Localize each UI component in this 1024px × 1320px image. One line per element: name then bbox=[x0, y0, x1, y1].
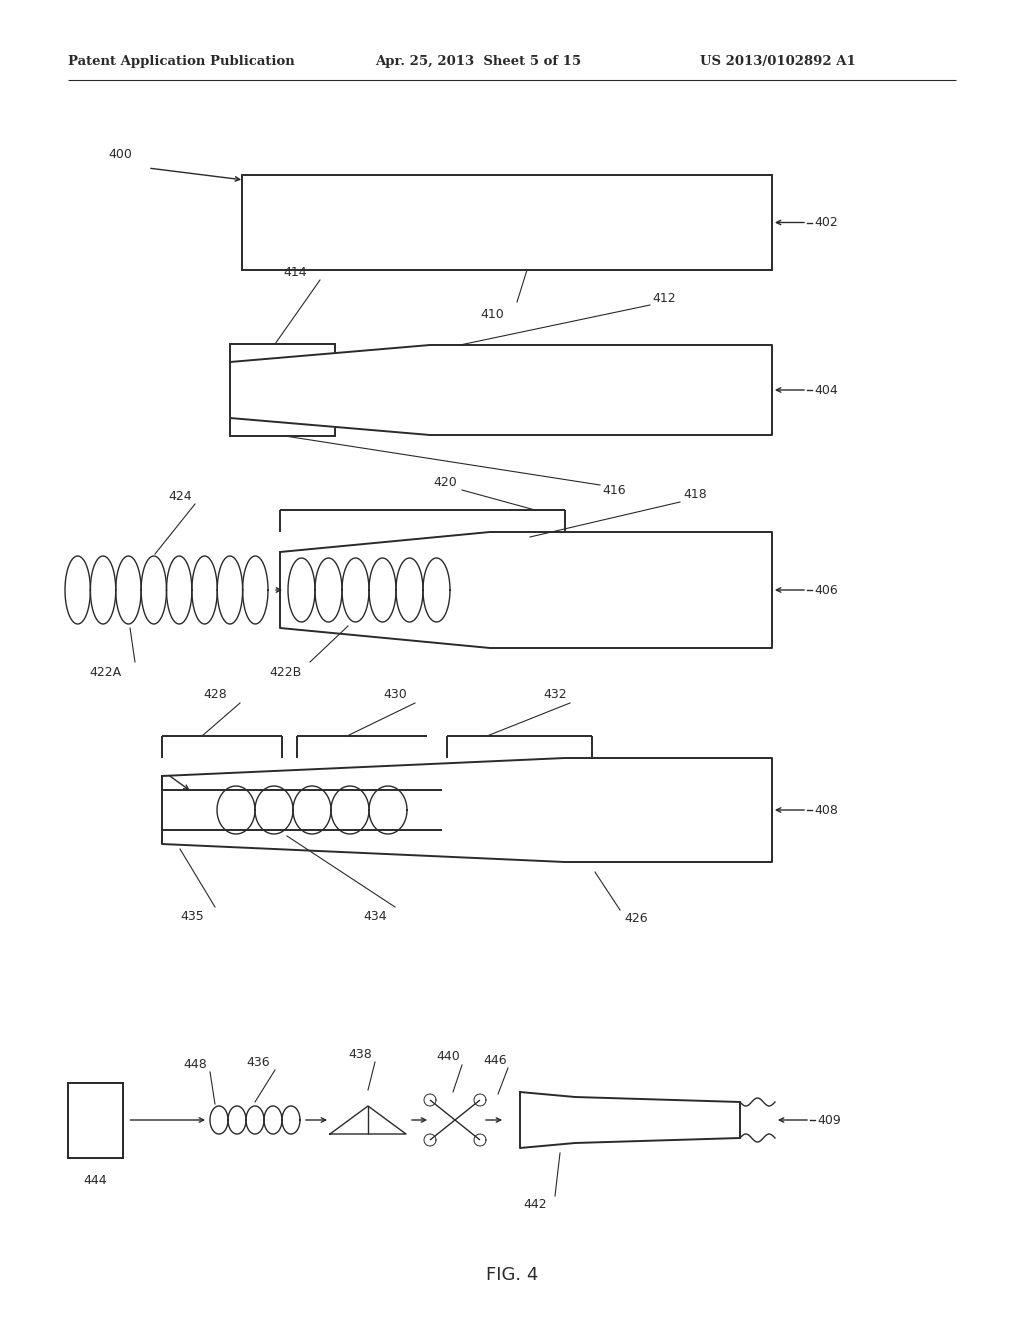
Text: 422A: 422A bbox=[89, 665, 121, 678]
Text: 436: 436 bbox=[246, 1056, 269, 1068]
Bar bbox=[230, 418, 335, 436]
Bar bbox=[230, 345, 335, 362]
Text: Apr. 25, 2013  Sheet 5 of 15: Apr. 25, 2013 Sheet 5 of 15 bbox=[375, 55, 582, 69]
Text: 440: 440 bbox=[436, 1051, 460, 1064]
Polygon shape bbox=[520, 1092, 740, 1148]
Text: 404: 404 bbox=[814, 384, 838, 396]
Text: 408: 408 bbox=[814, 804, 838, 817]
Text: 434: 434 bbox=[364, 911, 387, 924]
Text: 406: 406 bbox=[814, 583, 838, 597]
Text: FIG. 4: FIG. 4 bbox=[485, 1266, 539, 1284]
Text: 435: 435 bbox=[180, 911, 204, 924]
Text: 432: 432 bbox=[543, 689, 567, 701]
Text: 416: 416 bbox=[602, 484, 626, 498]
Text: 444: 444 bbox=[83, 1173, 106, 1187]
Polygon shape bbox=[230, 345, 772, 436]
Bar bbox=[242, 176, 772, 271]
Text: 400: 400 bbox=[108, 149, 132, 161]
Text: 446: 446 bbox=[483, 1053, 507, 1067]
Polygon shape bbox=[280, 532, 772, 648]
Text: 410: 410 bbox=[480, 308, 504, 321]
Text: 430: 430 bbox=[383, 689, 407, 701]
Text: 424: 424 bbox=[168, 490, 191, 503]
Text: 442: 442 bbox=[523, 1199, 547, 1212]
Text: 412: 412 bbox=[652, 292, 676, 305]
Text: 422B: 422B bbox=[269, 665, 301, 678]
Text: 402: 402 bbox=[814, 216, 838, 228]
Polygon shape bbox=[162, 758, 772, 862]
Text: 426: 426 bbox=[624, 912, 647, 924]
Text: 428: 428 bbox=[203, 689, 227, 701]
Text: 438: 438 bbox=[348, 1048, 372, 1060]
Text: 418: 418 bbox=[683, 487, 707, 500]
Text: Patent Application Publication: Patent Application Publication bbox=[68, 55, 295, 69]
Text: 409: 409 bbox=[817, 1114, 841, 1126]
Text: 414: 414 bbox=[284, 265, 307, 279]
Bar bbox=[68, 1082, 123, 1158]
Bar bbox=[68, 1082, 123, 1158]
Text: US 2013/0102892 A1: US 2013/0102892 A1 bbox=[700, 55, 856, 69]
Text: 420: 420 bbox=[433, 475, 457, 488]
Text: 448: 448 bbox=[183, 1057, 207, 1071]
